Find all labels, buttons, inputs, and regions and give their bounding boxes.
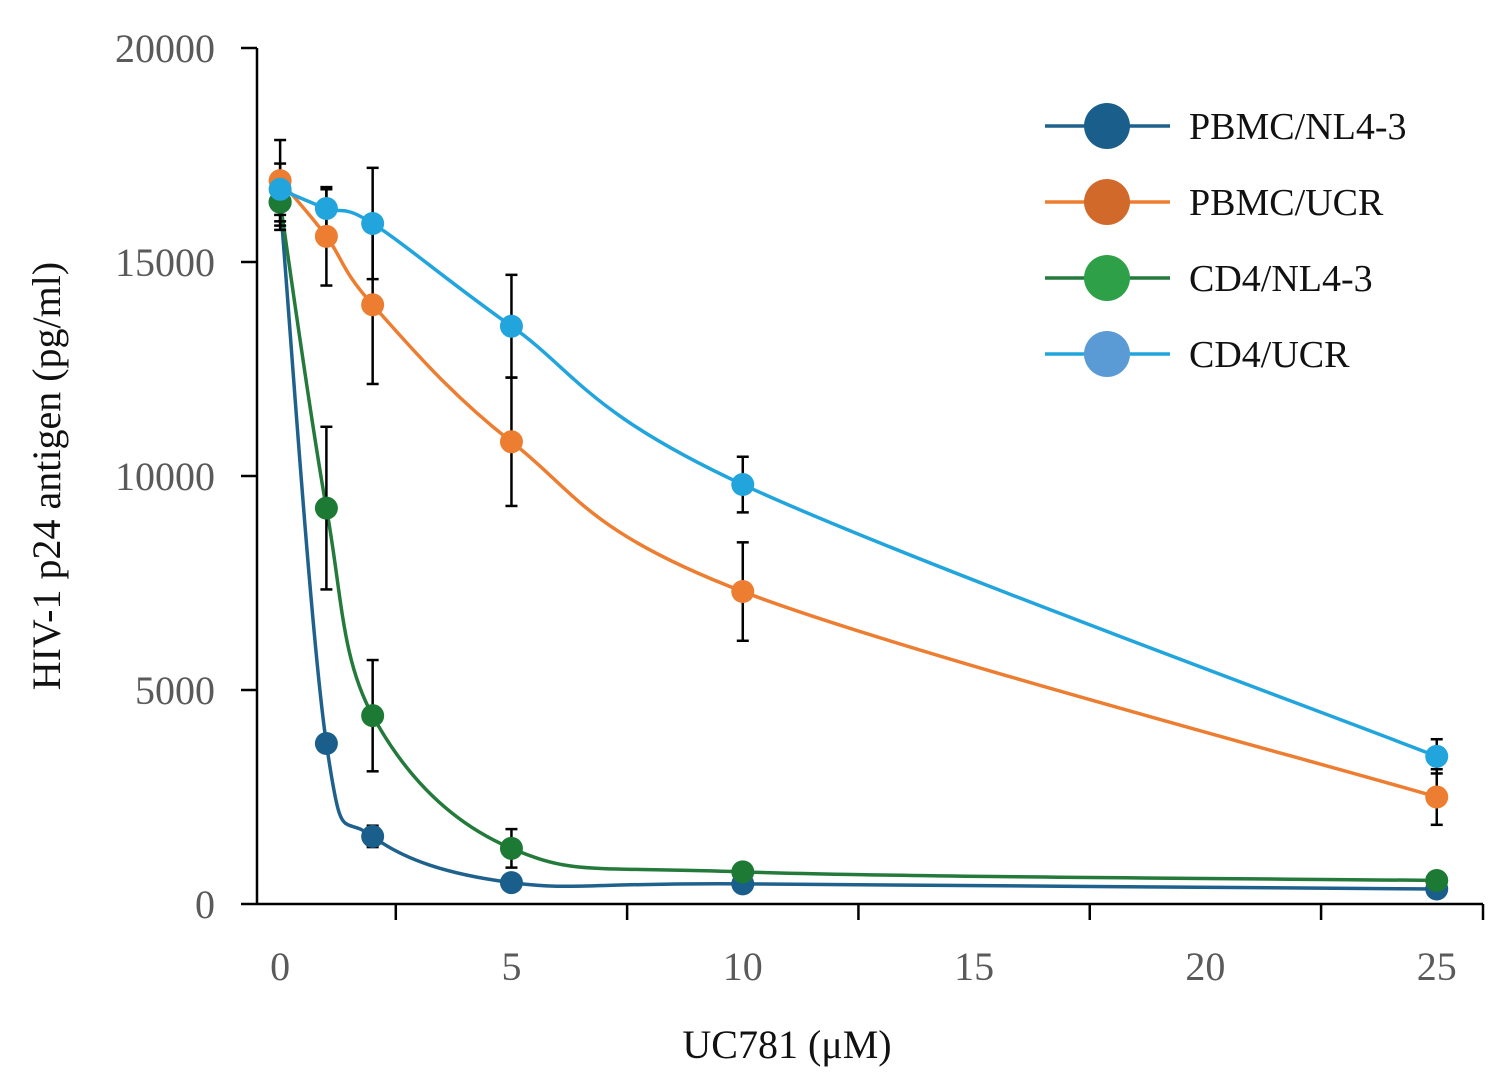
legend-label: CD4/UCR	[1189, 334, 1350, 376]
data-point	[1425, 868, 1449, 892]
series-line	[278, 201, 1437, 891]
x-tick-label: 5	[501, 944, 521, 989]
legend: PBMC/NL4-3 PBMC/UCR CD4/NL4-3 CD4/UCR	[1045, 103, 1406, 377]
x-axis-title: UC781 (μM)	[682, 1022, 891, 1067]
data-point	[314, 224, 338, 248]
data-point	[1425, 785, 1449, 809]
legend-label: PBMC/NL4-3	[1189, 106, 1406, 148]
legend-marker	[1084, 331, 1130, 377]
data-point	[314, 732, 338, 755]
data-point	[499, 871, 523, 895]
data-point	[361, 211, 385, 235]
y-tick-label: 10000	[115, 454, 215, 499]
legend-label: CD4/NL4-3	[1189, 258, 1373, 300]
data-point	[361, 824, 385, 848]
data-point	[499, 836, 523, 860]
y-tick-label: 5000	[135, 668, 215, 713]
markers	[268, 169, 1449, 901]
x-tick-label: 25	[1417, 944, 1457, 989]
data-point	[1425, 744, 1449, 768]
y-axis-title: HIV-1 p24 antigen (pg/ml)	[24, 262, 69, 690]
data-point	[314, 197, 338, 220]
legend-marker	[1084, 255, 1130, 301]
data-point	[314, 496, 338, 520]
data-point	[731, 473, 755, 497]
data-point	[268, 177, 292, 201]
series-line	[279, 187, 1438, 758]
data-point	[361, 293, 385, 317]
x-tick-label: 15	[954, 944, 994, 989]
y-tick-label: 0	[195, 882, 215, 927]
series-lines	[278, 179, 1438, 891]
legend-label: PBMC/UCR	[1189, 182, 1384, 224]
data-point	[499, 430, 523, 454]
axes: 0 5000 10000 15000 20000 0 5 10 15 20 25	[115, 26, 1485, 989]
y-tick-label: 15000	[115, 240, 215, 285]
series-line	[278, 179, 1438, 799]
data-point	[499, 314, 523, 338]
data-point	[361, 704, 385, 728]
data-point	[731, 580, 755, 604]
x-tick-label: 10	[723, 944, 763, 989]
y-tick-label: 20000	[115, 26, 215, 71]
series-line	[278, 201, 1437, 883]
error-bars	[274, 138, 1443, 869]
data-point	[731, 860, 755, 884]
legend-marker	[1084, 103, 1130, 149]
legend-marker	[1084, 179, 1130, 225]
x-tick-label: 20	[1185, 944, 1225, 989]
x-tick-label: 0	[270, 944, 290, 989]
